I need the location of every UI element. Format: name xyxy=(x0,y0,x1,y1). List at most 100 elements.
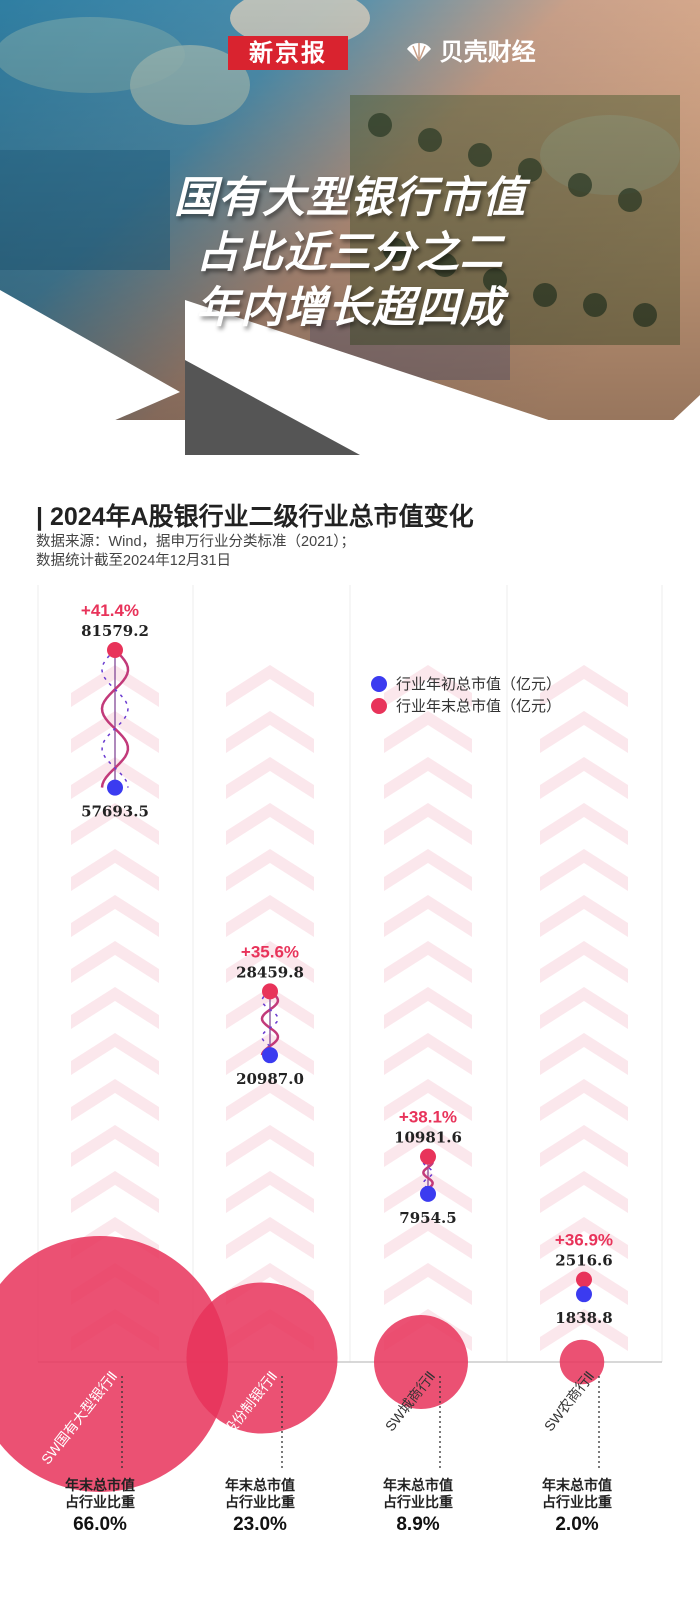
chevron-shape xyxy=(540,803,628,845)
brand-secondary-label: 贝壳财经 xyxy=(439,39,536,66)
source-note-line-1: 数据来源：Wind，据申万行业分类标准（2021）； xyxy=(36,534,356,550)
chevron-shape xyxy=(540,895,628,937)
brand-logo-beike: 贝壳财经 xyxy=(405,38,536,68)
start-value-label: 57693.5 xyxy=(81,803,149,821)
chevron-arrow-bg xyxy=(384,665,472,1351)
chevron-arrow-bg xyxy=(540,665,628,1351)
chevron-shape xyxy=(540,1125,628,1167)
share-value: 2.0% xyxy=(555,1514,598,1535)
start-value-label: 20987.0 xyxy=(236,1070,304,1088)
chevron-shape xyxy=(71,1125,159,1167)
legend-start-dot xyxy=(371,676,387,692)
share-bubble xyxy=(559,1339,605,1385)
chevron-shape xyxy=(540,711,628,753)
chevron-shape xyxy=(540,1263,628,1305)
share-caption: 年末总市值 xyxy=(225,1477,295,1493)
chevron-shape xyxy=(384,711,472,753)
chevron-shape xyxy=(71,849,159,891)
chevron-shape xyxy=(71,1033,159,1075)
helix-strand xyxy=(260,990,280,1056)
share-bubble xyxy=(373,1314,469,1410)
connector-helix xyxy=(260,990,280,1056)
change-pct-label: +38.1% xyxy=(399,1108,457,1127)
chevron-shape xyxy=(226,1263,314,1305)
legend-label: 行业年初总市值（亿元） xyxy=(396,676,561,693)
chevron-shape xyxy=(71,987,159,1029)
chevron-shape xyxy=(540,849,628,891)
chevron-shape xyxy=(226,665,314,707)
chevron-shape xyxy=(71,895,159,937)
end-value-label: 10981.6 xyxy=(394,1129,462,1147)
chevron-shape xyxy=(540,941,628,983)
start-value-label: 1838.8 xyxy=(555,1309,612,1327)
legend-label: 行业年末总市值（亿元） xyxy=(396,698,561,715)
end-value-dot xyxy=(420,1148,436,1165)
chevron-shape xyxy=(384,895,472,937)
section-title: | 2024年A股银行业二级行业总市值变化 xyxy=(36,503,474,531)
connector-helix xyxy=(100,649,130,788)
chevron-shape xyxy=(384,757,472,799)
headline-line-1: 国有大型银行市值 xyxy=(174,174,526,222)
share-value: 8.9% xyxy=(396,1514,439,1535)
chevron-shape xyxy=(71,1171,159,1213)
share-caption: 占行业比重 xyxy=(542,1494,612,1510)
chevron-shape xyxy=(384,1263,472,1305)
chevron-shape xyxy=(540,987,628,1029)
chevron-shape xyxy=(226,1079,314,1121)
legend-end-dot xyxy=(371,698,387,714)
shell-icon xyxy=(405,41,433,63)
chevron-shape xyxy=(226,711,314,753)
start-value-dot xyxy=(262,1047,278,1064)
share-value: 66.0% xyxy=(73,1514,127,1535)
chevron-shape xyxy=(384,941,472,983)
share-caption: 占行业比重 xyxy=(225,1494,295,1510)
chevron-shape xyxy=(226,803,314,845)
chevron-shape xyxy=(384,1079,472,1121)
change-pct-label: +41.4% xyxy=(81,601,139,620)
chevron-shape xyxy=(226,757,314,799)
share-bubble xyxy=(0,1236,228,1492)
end-value-dot xyxy=(576,1271,592,1288)
start-value-label: 7954.5 xyxy=(399,1209,456,1227)
start-value-dot xyxy=(107,779,123,796)
end-value-label: 2516.6 xyxy=(555,1252,612,1270)
chevron-shape xyxy=(71,941,159,983)
chevron-shape xyxy=(540,1079,628,1121)
share-caption: 年末总市值 xyxy=(542,1477,612,1493)
chevron-shape xyxy=(540,1171,628,1213)
chevron-shape xyxy=(71,803,159,845)
chevron-shape xyxy=(540,1217,628,1259)
end-value-dot xyxy=(262,983,278,1000)
headline-line-3: 年内增长超四成 xyxy=(196,284,504,332)
chevron-shape xyxy=(540,1309,628,1351)
chevron-shape xyxy=(226,1171,314,1213)
end-value-label: 81579.2 xyxy=(81,622,149,640)
chevron-shape xyxy=(71,1079,159,1121)
change-pct-label: +36.9% xyxy=(555,1231,613,1250)
chevron-shape xyxy=(226,1217,314,1259)
share-value: 23.0% xyxy=(233,1514,287,1535)
chevron-shape xyxy=(226,1125,314,1167)
chevron-shape xyxy=(384,1217,472,1259)
hero-banner xyxy=(0,0,700,470)
change-pct-label: +35.6% xyxy=(241,942,299,961)
helix-strand xyxy=(261,990,279,1056)
share-caption: 占行业比重 xyxy=(65,1494,135,1510)
share-caption: 年末总市值 xyxy=(65,1477,135,1493)
chevron-shape xyxy=(384,665,472,707)
share-caption: 占行业比重 xyxy=(383,1494,453,1510)
end-value-label: 28459.8 xyxy=(236,963,304,981)
chevron-shape xyxy=(226,941,314,983)
source-note-line-2: 数据统计截至2024年12月31日 xyxy=(36,553,232,569)
share-caption: 年末总市值 xyxy=(383,1477,453,1493)
chevron-shape xyxy=(540,665,628,707)
headline-line-2: 占比近三分之二 xyxy=(196,229,504,277)
share-bubble xyxy=(186,1282,338,1434)
chevron-shape xyxy=(226,895,314,937)
chevron-shape xyxy=(384,1033,472,1075)
chevron-shape xyxy=(540,1033,628,1075)
start-value-dot xyxy=(420,1185,436,1202)
end-value-dot xyxy=(107,642,123,658)
chevron-shape xyxy=(384,1125,472,1167)
